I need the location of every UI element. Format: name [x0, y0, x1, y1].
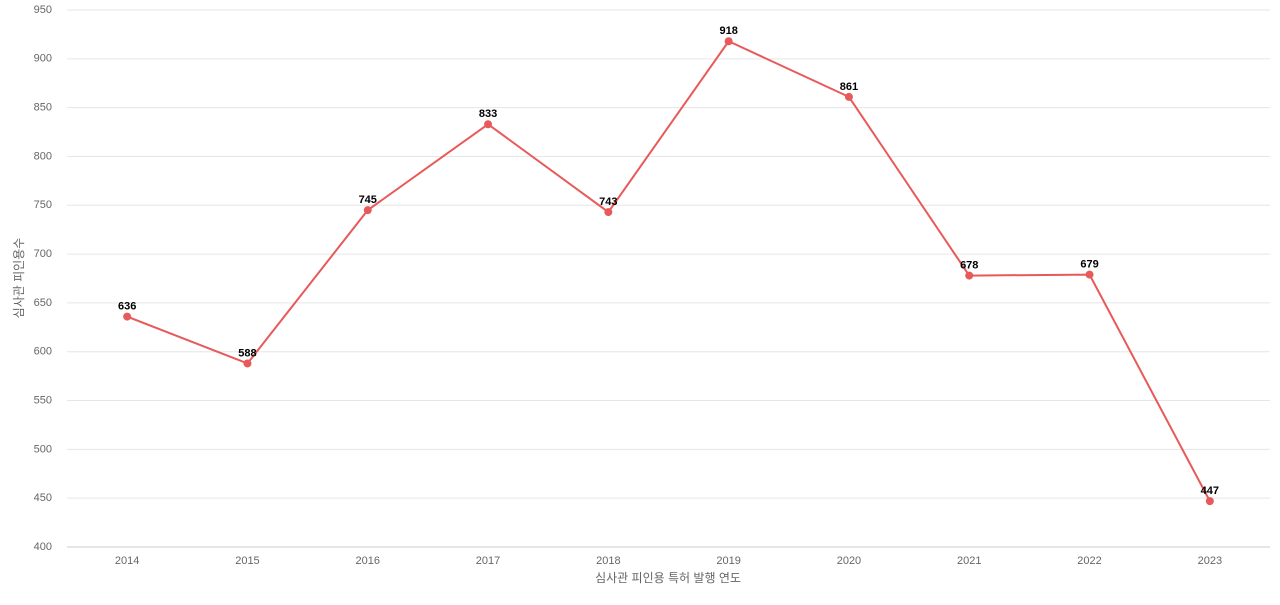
value-label: 743 [599, 196, 617, 208]
x-tick-label: 2020 [837, 555, 861, 567]
y-tick-label: 800 [34, 150, 52, 162]
value-label: 636 [118, 300, 136, 312]
x-tick-label: 2021 [957, 555, 981, 567]
value-label: 745 [359, 194, 377, 206]
x-tick-label: 2018 [596, 555, 620, 567]
y-tick-label: 500 [34, 443, 52, 455]
x-tick-label: 2015 [235, 555, 259, 567]
value-label: 588 [238, 347, 256, 359]
point [123, 312, 132, 321]
y-tick-label: 850 [34, 102, 52, 114]
x-axis-title: 심사관 피인용 특허 발행 연도 [595, 570, 741, 585]
point [1085, 270, 1094, 279]
value-label: 861 [840, 81, 858, 93]
point [363, 206, 372, 215]
y-tick-label: 650 [34, 297, 52, 309]
value-label: 918 [719, 25, 737, 37]
y-tick-label: 750 [34, 199, 52, 211]
x-tick-label: 2019 [716, 555, 740, 567]
x-tick-label: 2023 [1198, 555, 1222, 567]
value-label: 678 [960, 259, 978, 271]
y-tick-label: 400 [34, 541, 52, 553]
point [1205, 497, 1214, 506]
x-tick-label: 2016 [356, 555, 380, 567]
point [243, 359, 252, 368]
y-tick-label: 450 [34, 492, 52, 504]
y-tick-label: 700 [34, 248, 52, 260]
value-label: 679 [1080, 259, 1098, 271]
x-tick-label: 2017 [476, 555, 500, 567]
y-axis-title: 심사관 피인용수 [12, 238, 26, 319]
point [844, 92, 853, 101]
y-tick-label: 600 [34, 346, 52, 358]
point [484, 120, 493, 129]
point [604, 208, 613, 217]
x-tick-label: 2022 [1077, 555, 1101, 567]
point [965, 271, 974, 280]
x-tick-label: 2014 [115, 555, 139, 567]
value-label: 833 [479, 108, 497, 120]
y-tick-label: 550 [34, 394, 52, 406]
value-label: 447 [1201, 485, 1219, 497]
y-tick-label: 950 [34, 4, 52, 16]
point [724, 37, 733, 46]
y-tick-label: 900 [34, 53, 52, 65]
line [126, 39, 1211, 502]
